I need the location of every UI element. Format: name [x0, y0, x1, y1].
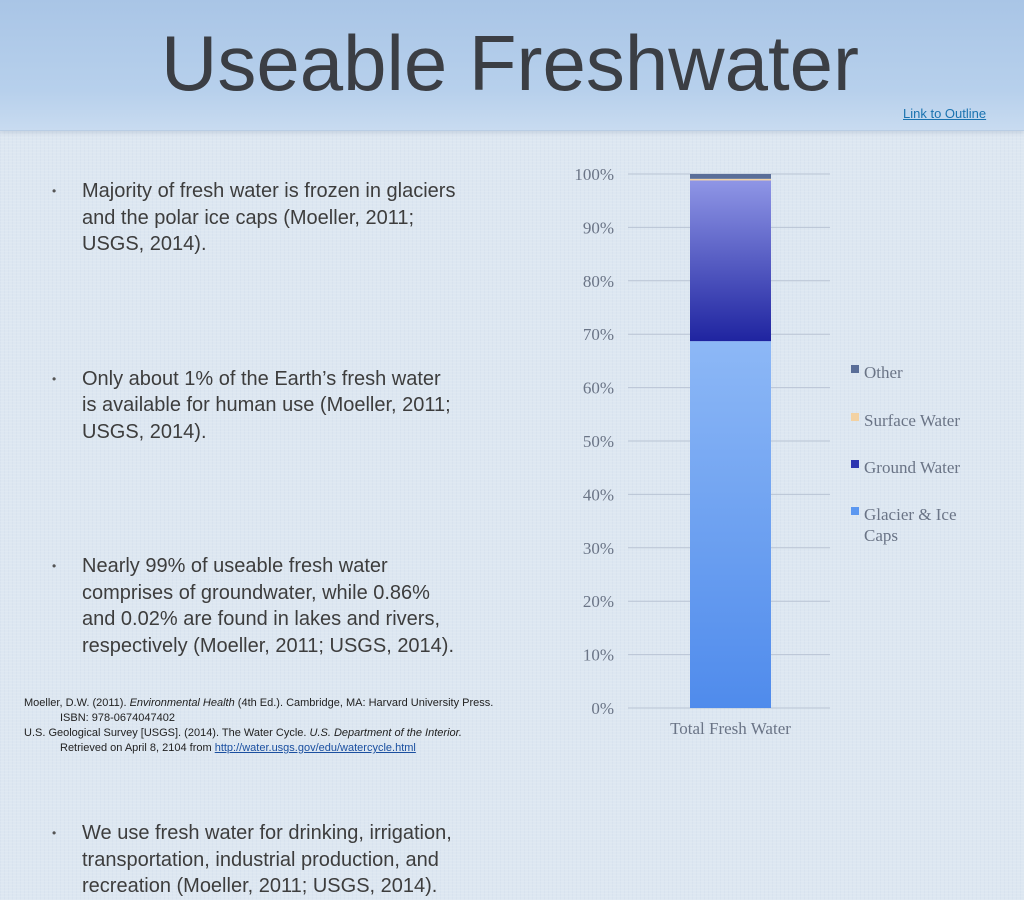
legend-swatch-ground-water: [851, 460, 859, 468]
y-tick-label: 40%: [583, 485, 614, 504]
reference-text: Moeller, D.W. (2011).: [24, 697, 130, 709]
y-tick-label: 70%: [583, 325, 614, 344]
y-tick-label: 100%: [574, 165, 614, 184]
bar-segment-other: [690, 174, 771, 179]
y-tick-label: 50%: [583, 432, 614, 451]
legend-label-surface-water: Surface Water: [864, 411, 960, 430]
slide-title: Useable Freshwater: [161, 19, 859, 107]
bar-segment-surface-water: [690, 178, 771, 181]
reference-text: U.S. Geological Survey [USGS]. (2014). T…: [24, 727, 310, 739]
legend-label-ground-water: Ground Water: [864, 458, 960, 477]
legend-swatch-glacier-ice-caps: [851, 507, 859, 515]
bullet-item: Nearly 99% of useable fresh water compri…: [40, 553, 460, 659]
reference-book-title: Environmental Health: [129, 697, 235, 709]
reference-text: Retrieved on April 8, 2104 from: [60, 742, 215, 754]
reference-2-retrieved: Retrieved on April 8, 2104 from http://w…: [24, 741, 564, 756]
header-band: [0, 0, 1024, 131]
bullet-item: Only about 1% of the Earth’s fresh water…: [40, 366, 460, 446]
legend-label-glacier-ice-caps: Glacier & Ice Caps: [864, 505, 957, 545]
reference-text: (4th Ed.). Cambridge, MA: Harvard Univer…: [234, 697, 494, 709]
y-tick-label: 0%: [591, 699, 614, 718]
reference-1: Moeller, D.W. (2011). Environmental Heal…: [24, 696, 564, 711]
legend-swatch-other: [851, 365, 859, 373]
reference-1-isbn: ISBN: 978-0674047402: [60, 712, 175, 724]
y-tick-label: 60%: [583, 379, 614, 398]
y-tick-label: 90%: [583, 218, 614, 237]
bar-segment-ground-water: [690, 180, 771, 342]
y-tick-label: 20%: [583, 592, 614, 611]
y-tick-label: 80%: [583, 272, 614, 291]
legend-label-other: Other: [864, 363, 903, 382]
bar-segment-glacier-ice-caps: [690, 341, 771, 708]
reference-url-link[interactable]: http://water.usgs.gov/edu/watercycle.htm…: [214, 742, 416, 754]
x-category-label: Total Fresh Water: [670, 719, 791, 738]
reference-2: U.S. Geological Survey [USGS]. (2014). T…: [24, 726, 564, 741]
legend-swatch-surface-water: [851, 413, 859, 421]
outline-link[interactable]: Link to Outline: [903, 106, 987, 121]
bullet-item: We use fresh water for drinking, irrigat…: [40, 820, 460, 900]
y-tick-label: 30%: [583, 539, 614, 558]
fresh-water-chart: 0% 10% 20% 30% 40% 50% 60% 70% 80% 90% 100% Total …: [574, 165, 960, 738]
bullet-item: Majority of fresh water is frozen in gla…: [40, 178, 460, 258]
references: Moeller, D.W. (2011). Environmental Heal…: [24, 696, 564, 756]
y-tick-label: 10%: [583, 646, 614, 665]
reference-journal: U.S. Department of the Interior.: [309, 727, 462, 739]
